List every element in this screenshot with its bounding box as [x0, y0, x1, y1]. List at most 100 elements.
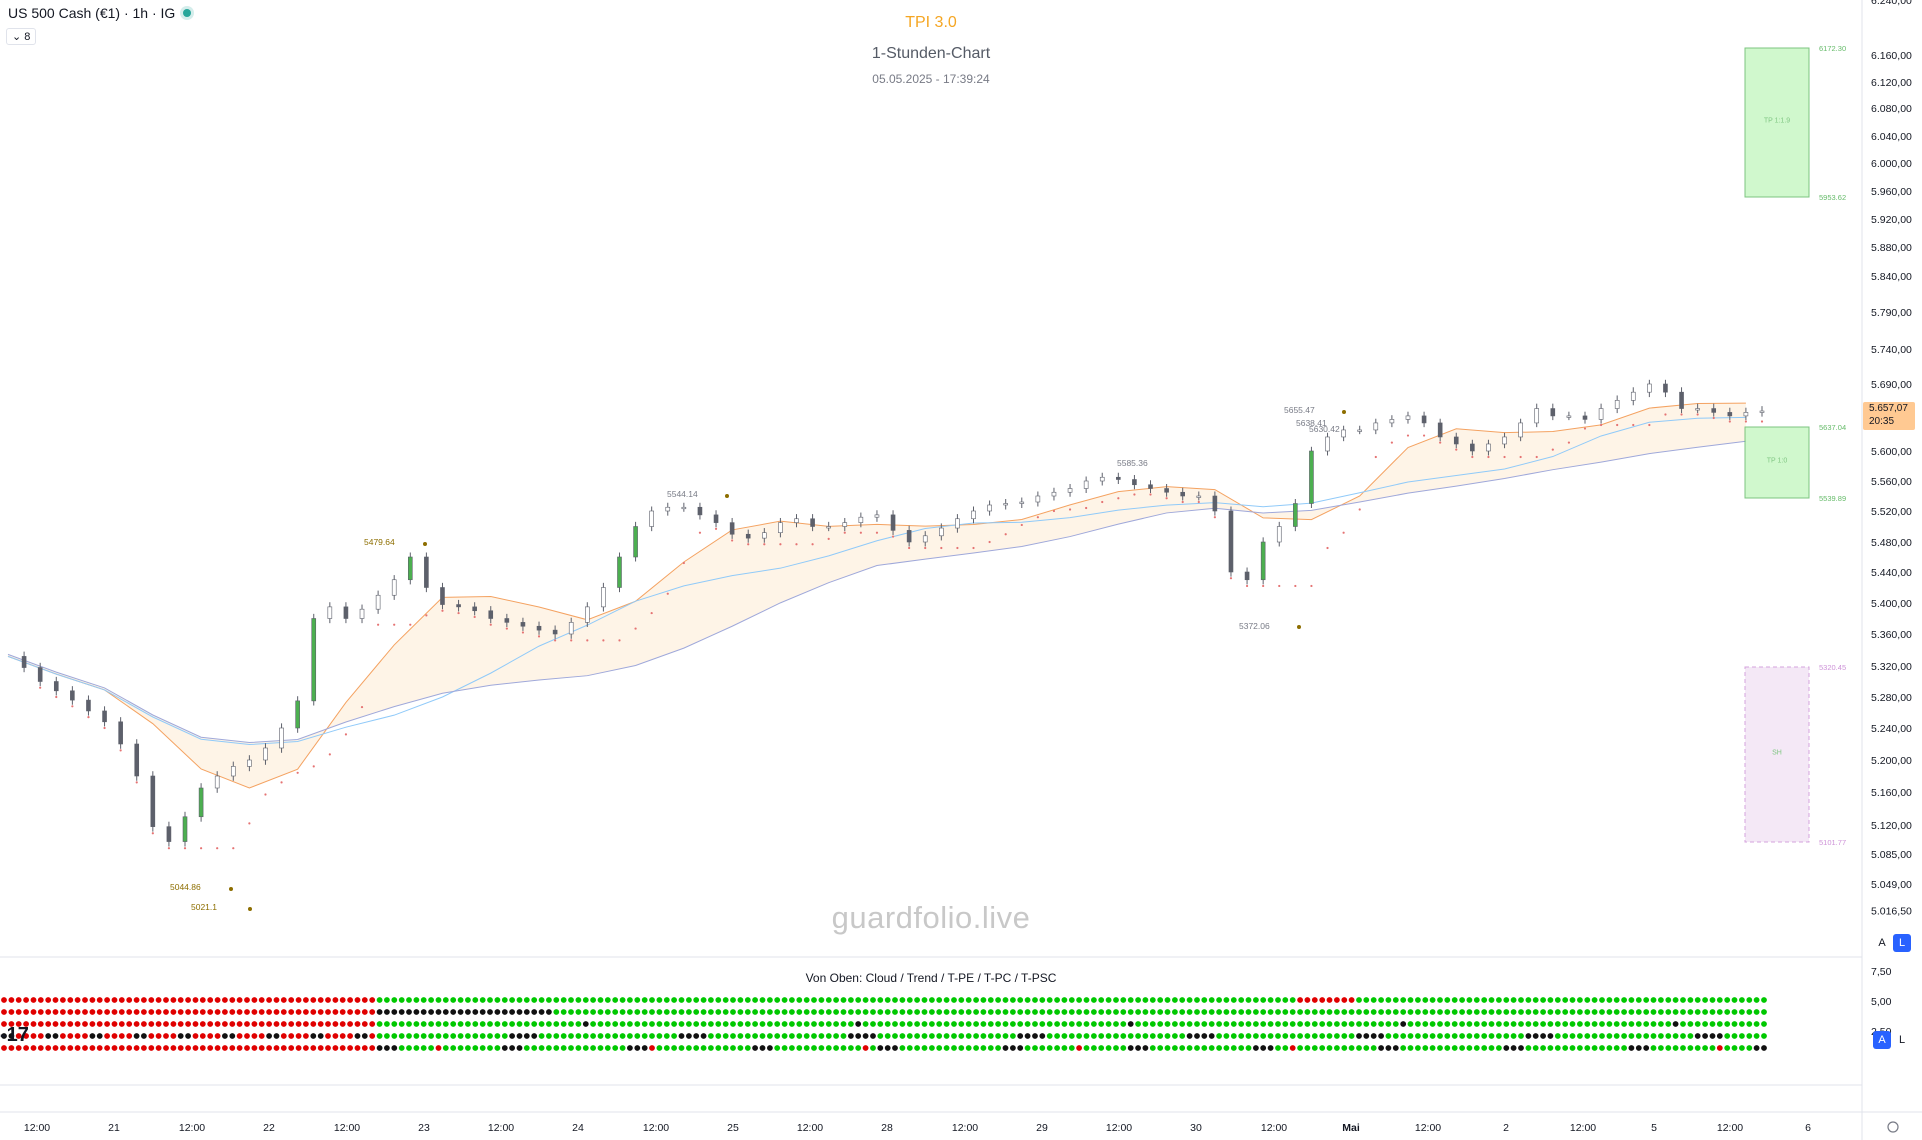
- signal-dot: [951, 1009, 957, 1015]
- signal-dot: [442, 997, 449, 1003]
- signal-dot: [244, 1021, 250, 1027]
- signal-dot: [1665, 1009, 1672, 1015]
- signal-dot: [870, 1033, 876, 1039]
- candle-body: [1212, 495, 1218, 512]
- signal-dot: [789, 1009, 795, 1015]
- price-tick-label: 5.240,00: [1871, 723, 1912, 735]
- signal-dot: [1407, 1009, 1414, 1015]
- trail-dot: [1567, 441, 1570, 444]
- signal-dot: [1054, 1021, 1060, 1027]
- signal-dot: [1194, 1045, 1200, 1051]
- signal-dot: [280, 1033, 287, 1039]
- signal-dot: [1650, 1033, 1657, 1039]
- signal-dot: [435, 1033, 442, 1039]
- subpanel-log-button[interactable]: L: [1893, 1031, 1911, 1049]
- signal-dot: [641, 1045, 648, 1051]
- time-tick-label: 6: [1805, 1122, 1811, 1134]
- signal-dot: [177, 997, 184, 1003]
- price-tick-label: 5.400,00: [1871, 598, 1912, 610]
- signal-dot: [332, 997, 339, 1003]
- subpanel-auto-button[interactable]: A: [1873, 1031, 1891, 1049]
- trail-dot: [280, 781, 283, 784]
- indicator-toggle-button[interactable]: ⌄ 8: [6, 28, 37, 45]
- trail-dot: [200, 847, 203, 850]
- signal-dot: [1599, 1021, 1605, 1027]
- signal-dot: [1761, 1033, 1767, 1039]
- signal-dot: [708, 1021, 714, 1027]
- signal-dot: [1091, 1033, 1097, 1039]
- signal-dot: [82, 997, 88, 1003]
- signal-dot: [604, 1033, 611, 1039]
- symbol-header[interactable]: US 500 Cash (€1) · 1h · IG: [8, 5, 192, 21]
- signal-dot: [1540, 1009, 1546, 1015]
- signal-dot: [317, 1009, 324, 1015]
- signal-dot: [560, 997, 567, 1003]
- signal-dot: [995, 1033, 1001, 1039]
- signal-dot: [862, 1045, 869, 1051]
- log-scale-button[interactable]: L: [1893, 934, 1911, 952]
- signal-dot: [848, 1009, 854, 1015]
- signal-dot: [1201, 1045, 1208, 1051]
- time-tick-label: 25: [727, 1122, 739, 1134]
- signal-dot: [207, 1045, 214, 1051]
- signal-dot: [1694, 1009, 1701, 1015]
- signal-dot: [391, 997, 398, 1003]
- trail-dot: [1085, 506, 1088, 510]
- signal-dot: [722, 1033, 729, 1039]
- time-axis[interactable]: 12:00 21 12:00 22 12:00 23 12:00 24 12:00 25 12:00…: [24, 1122, 1811, 1134]
- signal-dot: [1643, 1045, 1650, 1051]
- signal-dot: [516, 1009, 523, 1015]
- signal-dot: [118, 1045, 125, 1051]
- trail-dot: [891, 535, 895, 538]
- signal-dot: [376, 1009, 383, 1015]
- candle-body: [1293, 503, 1298, 527]
- symbol-title[interactable]: US 500 Cash (€1) · 1h · IG: [8, 5, 176, 21]
- signal-dot: [229, 1033, 236, 1039]
- subpanel-tick-label: 5,00: [1871, 996, 1892, 1008]
- signal-dot: [1363, 1009, 1370, 1015]
- trail-dot: [924, 546, 927, 550]
- signal-dot: [1172, 1033, 1178, 1039]
- signal-dot: [906, 997, 913, 1003]
- signal-dot: [767, 1033, 773, 1039]
- signal-dot: [848, 997, 854, 1003]
- signal-dot: [1451, 1033, 1458, 1039]
- signal-dot: [494, 1045, 501, 1051]
- signal-dot: [560, 1045, 567, 1051]
- signal-dot: [1694, 1021, 1701, 1027]
- signal-dot: [192, 1033, 199, 1039]
- signal-dot: [288, 1033, 295, 1039]
- settings-gear-icon[interactable]: [1887, 1121, 1899, 1133]
- candle-body: [295, 700, 300, 729]
- price-tick-label: 5.690,00: [1871, 379, 1912, 391]
- signal-dot: [148, 1021, 155, 1027]
- signal-dot: [148, 1033, 155, 1039]
- signal-dot: [1569, 1021, 1576, 1027]
- target-box-label: SH: [1772, 750, 1782, 757]
- auto-scale-button[interactable]: A: [1873, 934, 1891, 952]
- signal-dot: [1702, 997, 1708, 1003]
- signal-dot: [546, 1033, 552, 1039]
- signal-dot: [833, 1033, 839, 1039]
- signal-dot: [1731, 1033, 1738, 1039]
- signal-dot: [1091, 1009, 1097, 1015]
- signal-dot: [273, 1021, 280, 1027]
- signal-dot: [1709, 1021, 1716, 1027]
- signal-dot: [1186, 1009, 1193, 1015]
- signal-dot: [1179, 1045, 1186, 1051]
- signal-dot: [590, 997, 596, 1003]
- price-axis[interactable]: 6.240,006.160,006.120,006.080,006.040,00…: [1871, 0, 1912, 918]
- signal-dot: [1356, 1045, 1362, 1051]
- watermark: guardfolio.live: [831, 900, 1031, 935]
- signal-dot: [568, 997, 574, 1003]
- signal-dot: [840, 997, 847, 1003]
- signal-dot: [1267, 1045, 1274, 1051]
- signal-dot: [899, 997, 906, 1003]
- signal-dot: [929, 1009, 935, 1015]
- signal-dot: [332, 1021, 339, 1027]
- signal-dot: [479, 1021, 486, 1027]
- signal-dot: [450, 1009, 457, 1015]
- signal-dot: [1083, 1045, 1090, 1051]
- signal-dot: [67, 1033, 74, 1039]
